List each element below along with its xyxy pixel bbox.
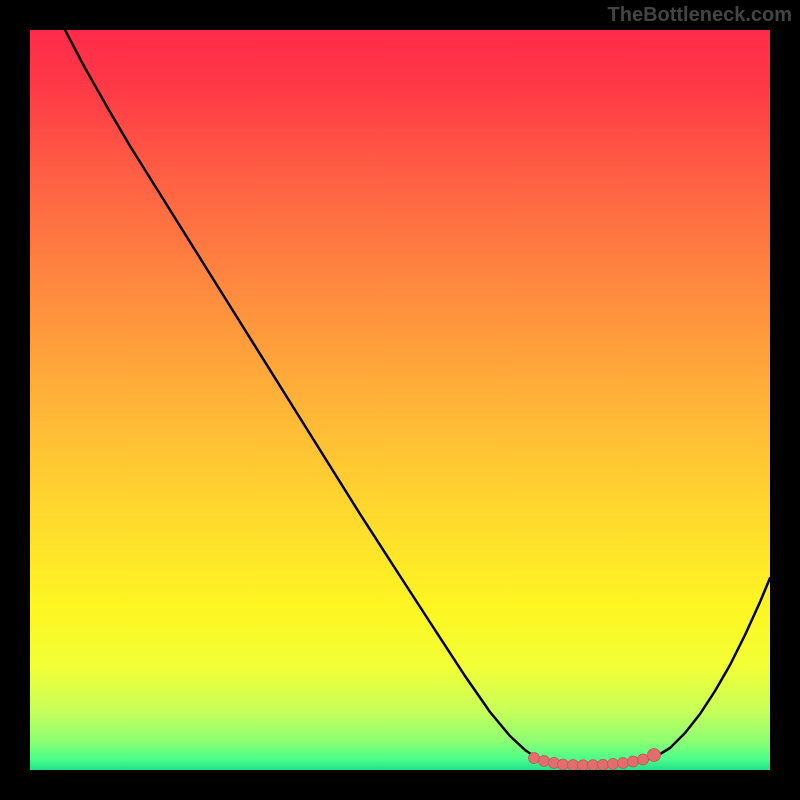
plot-area — [30, 30, 770, 770]
bottleneck-curve — [65, 30, 770, 766]
valley-marker — [558, 759, 569, 770]
valley-markers — [529, 749, 661, 771]
valley-marker — [529, 753, 540, 764]
valley-marker — [588, 760, 599, 770]
chart-container: TheBottleneck.com — [0, 0, 800, 800]
curve-layer — [30, 30, 770, 770]
valley-marker — [628, 756, 639, 767]
watermark-text: TheBottleneck.com — [608, 4, 792, 27]
valley-marker — [638, 754, 649, 765]
valley-marker — [598, 759, 609, 770]
valley-marker — [608, 759, 619, 770]
valley-marker — [568, 760, 579, 771]
valley-marker — [539, 756, 550, 767]
valley-end-marker — [648, 749, 661, 762]
valley-marker — [618, 758, 629, 769]
valley-marker — [578, 760, 589, 770]
